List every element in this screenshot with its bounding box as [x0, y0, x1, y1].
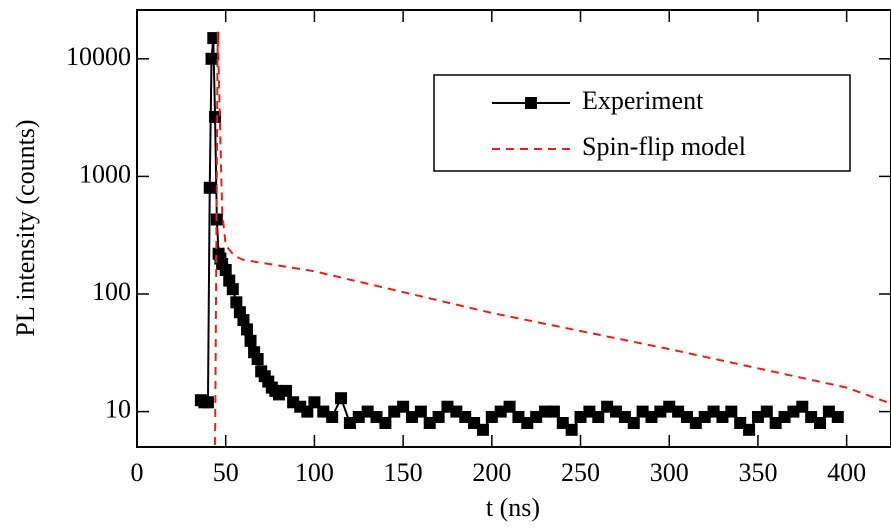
x-axis-label: t (ns)	[486, 493, 540, 522]
data-point	[205, 52, 218, 65]
y-axis-label: PL intensity (counts)	[11, 119, 40, 336]
legend-label: Spin-flip model	[582, 132, 746, 161]
data-point	[301, 405, 314, 418]
x-tick-label: 400	[827, 458, 866, 487]
data-point	[592, 410, 605, 423]
data-point	[814, 416, 827, 429]
x-tick-label: 300	[650, 458, 689, 487]
data-point	[207, 32, 220, 45]
data-point	[565, 423, 578, 436]
plot-frame	[136, 9, 891, 448]
data-point	[240, 323, 253, 336]
data-point	[397, 400, 410, 413]
plot-area	[194, 31, 891, 446]
data-point	[432, 410, 445, 423]
data-point	[226, 283, 239, 296]
legend-box	[433, 74, 851, 172]
y-tick-label: 1000	[79, 159, 131, 188]
legend-label: Experiment	[582, 86, 704, 115]
data-point	[503, 400, 516, 413]
y-tick-label: 10000	[66, 42, 131, 71]
data-point	[251, 353, 264, 366]
series-line	[214, 31, 891, 446]
data-point	[203, 181, 216, 194]
data-point	[760, 405, 773, 418]
data-point	[201, 396, 214, 409]
x-tick-label: 100	[295, 458, 334, 487]
y-tick-label: 100	[92, 277, 131, 306]
data-point	[831, 410, 844, 423]
data-point	[414, 405, 427, 418]
data-point	[379, 416, 392, 429]
data-point	[627, 416, 640, 429]
data-point	[230, 296, 243, 309]
data-point	[244, 334, 257, 347]
x-tick-label: 150	[384, 458, 423, 487]
data-point	[237, 314, 250, 327]
y-tick-label: 10	[105, 395, 131, 424]
data-point	[219, 263, 232, 276]
data-point	[796, 400, 809, 413]
data-point	[326, 410, 339, 423]
x-tick-label: 350	[738, 458, 777, 487]
x-tick-label: 200	[472, 458, 511, 487]
data-point	[725, 405, 738, 418]
x-tick-label: 50	[213, 458, 239, 487]
data-point	[476, 423, 489, 436]
data-point	[308, 396, 321, 409]
data-point	[280, 384, 293, 397]
legend-marker	[525, 97, 537, 109]
data-point	[743, 423, 756, 436]
data-point	[335, 392, 348, 405]
data-point	[547, 405, 560, 418]
x-tick-label: 250	[561, 458, 600, 487]
x-tick-label: 0	[131, 458, 144, 487]
